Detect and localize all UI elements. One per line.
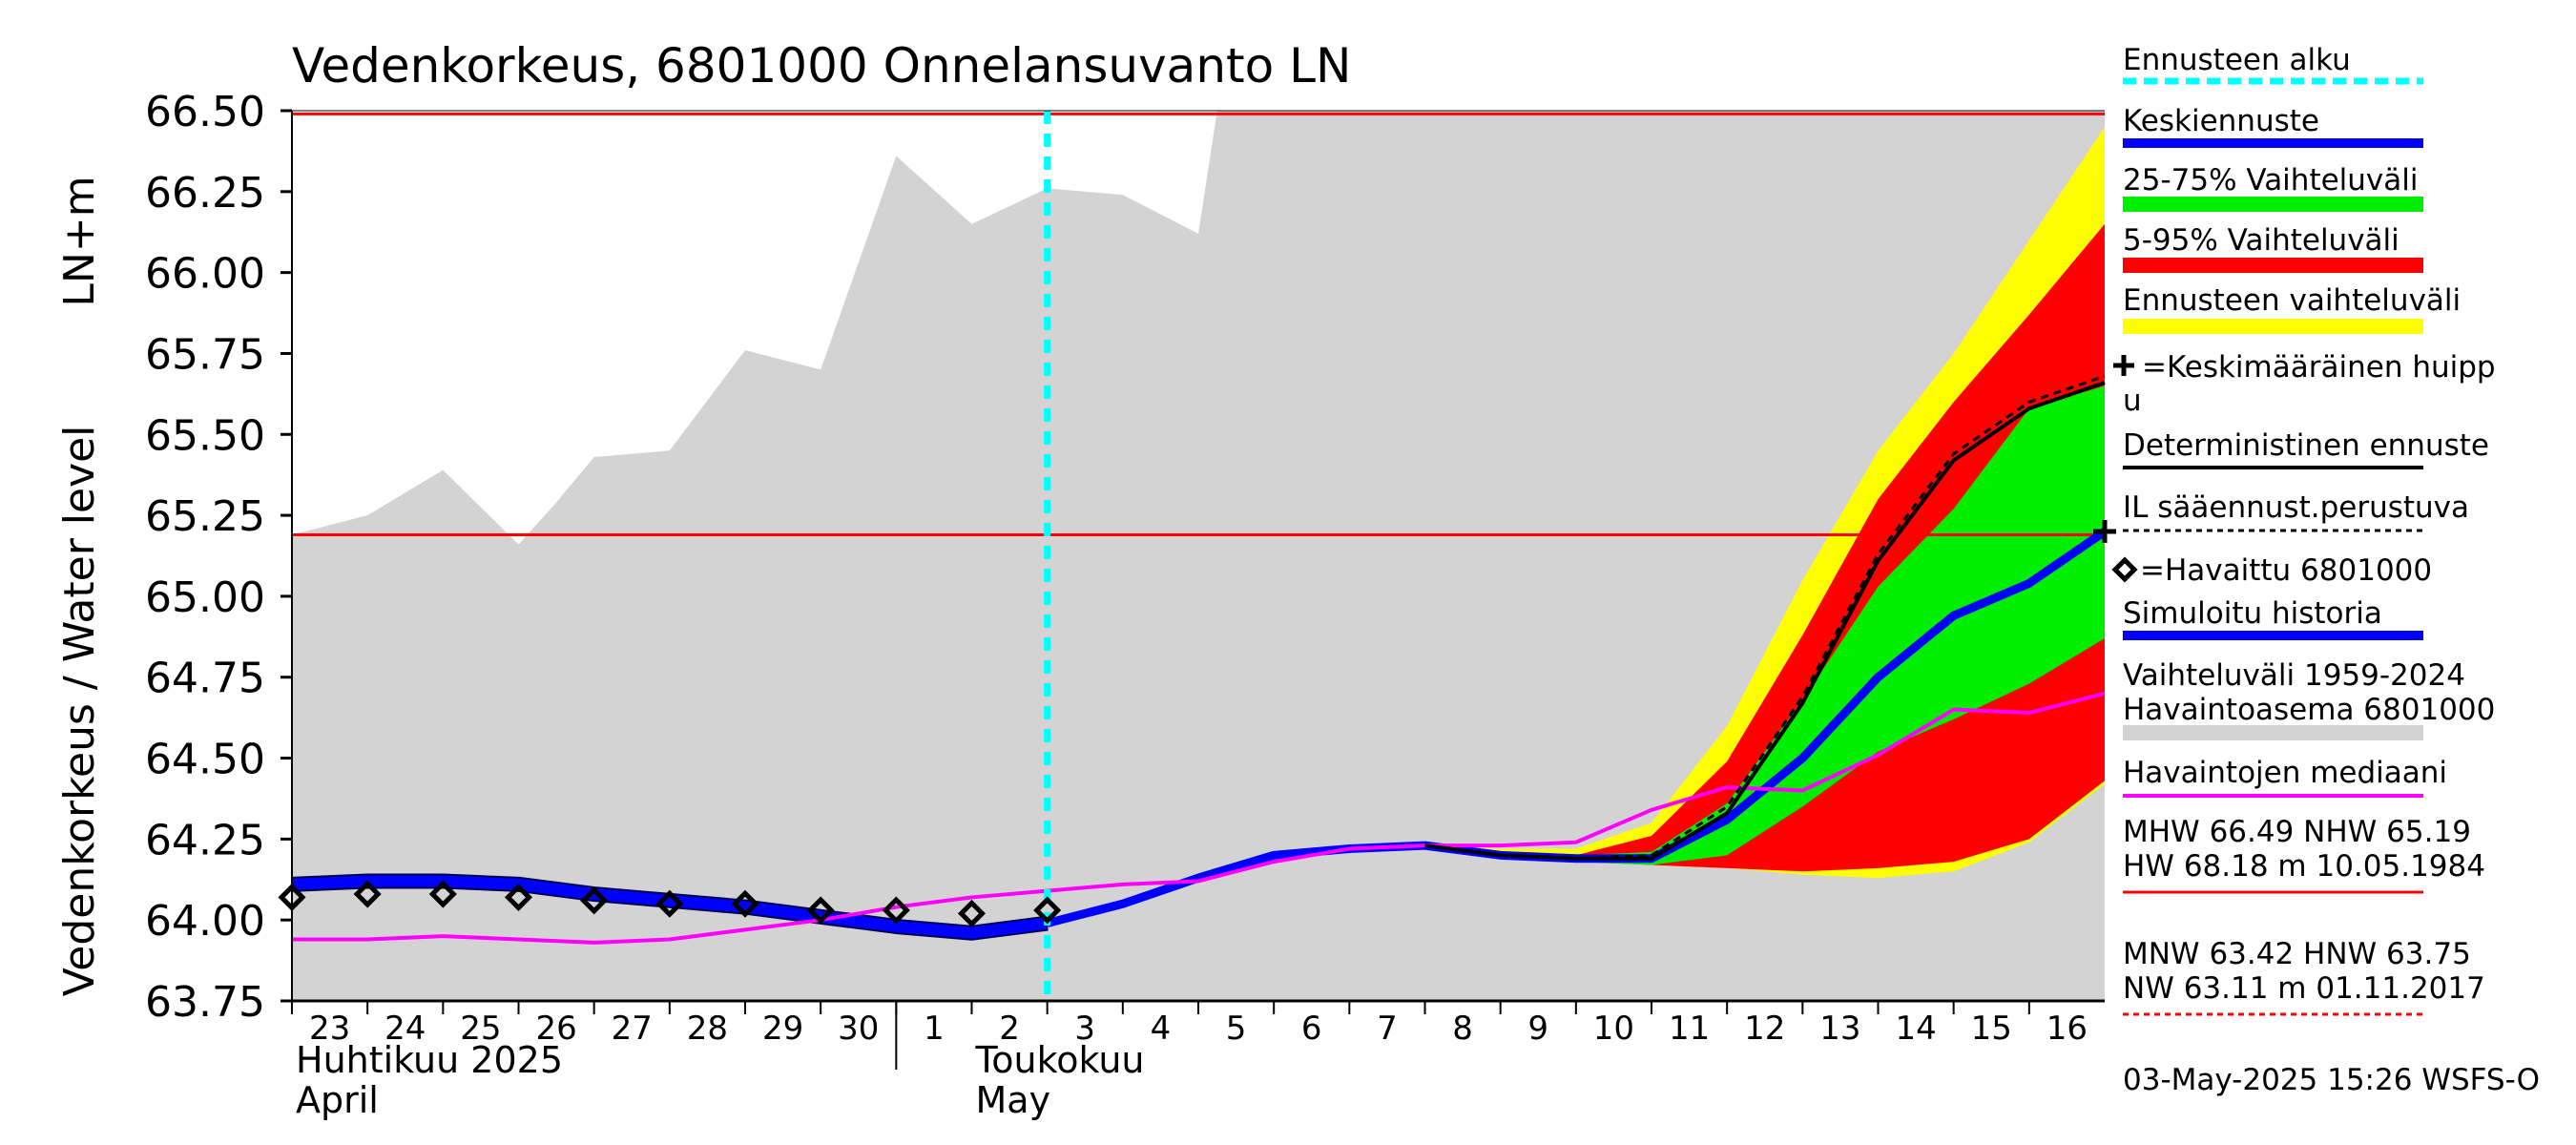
y-tick-label: 64.25 [145, 816, 265, 864]
observed-point [882, 896, 910, 925]
x-tick-label: 30 [838, 1010, 879, 1048]
legend-label: Deterministinen ennuste [2123, 428, 2489, 463]
observed-point [428, 880, 457, 908]
series-line-4 [1424, 374, 2106, 861]
footer-timestamp: 03-May-2025 15:26 WSFS-O [2123, 1063, 2540, 1097]
y-tick-label: 66.25 [145, 169, 265, 218]
observed-point [731, 889, 759, 918]
x-tick-label: 28 [687, 1010, 728, 1048]
x-tick-label: 12 [1744, 1010, 1785, 1048]
x-tick-label: 16 [2046, 1010, 2088, 1048]
observed-point [957, 899, 987, 927]
month-label-en: May [976, 1079, 1051, 1121]
month-label-fi: Huhtikuu 2025 [296, 1039, 563, 1081]
y-tick-label: 63.75 [145, 978, 265, 1027]
x-tick-label: 26 [535, 1010, 576, 1048]
x-tick-label: 14 [1895, 1010, 1936, 1048]
y-tick-label: 64.75 [145, 655, 265, 703]
y-tick-label: 65.50 [145, 411, 265, 460]
observed-point [806, 896, 835, 925]
x-tick-label: 7 [1377, 1010, 1398, 1048]
legend-label: 25-75% Vaihteluväli [2123, 163, 2419, 198]
band-25-75 [1424, 385, 2105, 865]
x-tick-label: 23 [309, 1010, 350, 1048]
chart-title: Vedenkorkeus, 6801000 Onnelansuvanto LN [292, 38, 1351, 94]
legend-label: Ennusteen alku [2123, 43, 2351, 77]
legend-label: =Havaittu 6801000 [2140, 553, 2432, 588]
stats-line-1: MHW 66.49 NHW 65.19 [2123, 815, 2471, 849]
x-tick-label: 9 [1527, 1010, 1548, 1048]
x-tick-label: 11 [1669, 1010, 1710, 1048]
legend-swatch [2123, 258, 2423, 273]
x-tick-label: 8 [1452, 1010, 1473, 1048]
legend-label: IL sääennust.perustuva [2123, 490, 2469, 525]
x-tick-label: 10 [1593, 1010, 1634, 1048]
observed-point [1033, 896, 1062, 925]
legend-label: Vaihteluväli 1959-2024 [2123, 658, 2465, 693]
month-label-en: April [296, 1079, 379, 1121]
series-line-2 [292, 691, 2106, 945]
x-tick-label: 25 [460, 1010, 501, 1048]
y-tick-label: 66.00 [145, 250, 265, 299]
x-tick-label: 15 [1971, 1010, 2012, 1048]
legend-label: =Keskimääräinen huipp [2142, 350, 2496, 385]
observed-point [580, 886, 609, 915]
plot-area [278, 110, 2116, 1003]
historical-range-area [292, 111, 2105, 1001]
x-tick-label: 24 [384, 1010, 426, 1048]
legend-observed-symbol [2111, 556, 2138, 583]
legend-label: Havaintojen mediaani [2123, 756, 2447, 790]
y-tick-label: 65.25 [145, 492, 265, 541]
x-tick-label: 1 [924, 1010, 945, 1048]
legend-label-continued: Havaintoasema 6801000 [2123, 693, 2495, 727]
y-axis-label: Vedenkorkeus / Water level [55, 426, 104, 997]
y-tick-label: 66.50 [145, 88, 265, 136]
x-tick-label: 29 [762, 1010, 803, 1048]
observed-point [504, 883, 533, 911]
x-tick-label: 6 [1301, 1010, 1322, 1048]
observed-point [655, 889, 684, 918]
legend-label: Ennusteen vaihteluväli [2123, 283, 2461, 318]
observed-point [353, 880, 382, 908]
average-peak-marker [2093, 520, 2116, 544]
series-line-0 [291, 875, 1049, 939]
x-tick-label: 2 [999, 1010, 1020, 1048]
y-tick-label: 64.50 [145, 736, 265, 784]
legend-peak-symbol [2113, 355, 2134, 376]
x-tick-label: 27 [612, 1010, 653, 1048]
y-axis: 63.75 64.00 64.25 64.50 64.75 65.00 65.25 65.50… [145, 88, 292, 1027]
month-label-fi: Toukokuu [975, 1039, 1145, 1081]
y-tick-label: 64.00 [145, 897, 265, 946]
x-tick-label: 4 [1151, 1010, 1172, 1048]
legend: Ennusteen alku Keskiennuste 25-75% Vaihtel… [2111, 43, 2496, 1016]
y-tick-label: 65.75 [145, 330, 265, 379]
legend-swatch [2123, 725, 2423, 740]
legend-swatch [2123, 197, 2423, 212]
stats-line-2: HW 68.18 m 10.05.1984 [2123, 849, 2485, 884]
stats-line-3: MNW 63.42 HNW 63.75 [2123, 937, 2471, 971]
legend-label: Keskiennuste [2123, 104, 2319, 138]
y-tick-label: 65.00 [145, 573, 265, 622]
stats-line-4: NW 63.11 m 01.11.2017 [2123, 971, 2485, 1006]
x-tick-label: 13 [1819, 1010, 1860, 1048]
legend-swatch [2123, 319, 2423, 334]
x-axis: 23 24 25 26 27 28 29 30 1 2 3 4 5 6 7 8 9 10 11 12 13 14 15 16H… [291, 1001, 2088, 1121]
legend-label: Simuloitu historia [2123, 596, 2382, 631]
legend-label-continued: u [2123, 384, 2142, 418]
y-axis-unit: LN+m [55, 176, 104, 306]
x-tick-label: 5 [1226, 1010, 1247, 1048]
legend-label: 5-95% Vaihteluväli [2123, 223, 2399, 258]
x-tick-label: 3 [1074, 1010, 1095, 1048]
statistics-block: MHW 66.49 NHW 65.19 HW 68.18 m 10.05.198… [2123, 815, 2485, 1006]
